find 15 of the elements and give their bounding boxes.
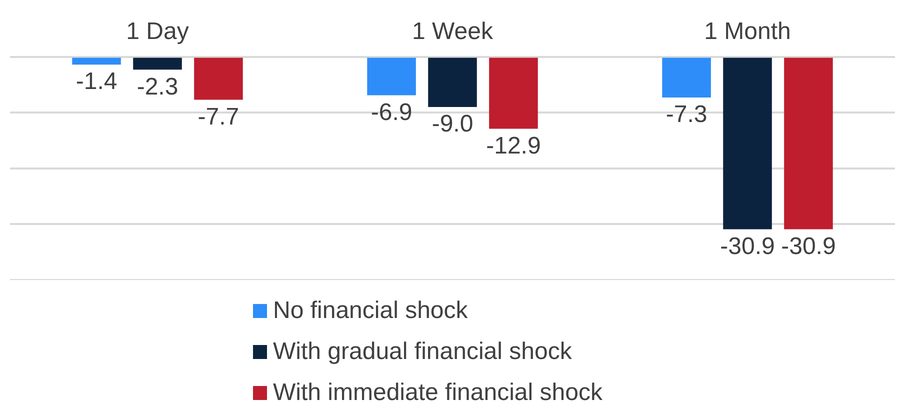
data-label: -30.9 (781, 232, 836, 260)
data-label: -7.3 (666, 101, 708, 128)
data-label: -2.3 (136, 73, 178, 100)
x-tick-label: 1 Month (704, 18, 791, 46)
legend-label: With gradual financial shock (273, 338, 572, 366)
data-label: -1.4 (76, 68, 118, 96)
legend-label: With immediate financial shock (273, 378, 602, 406)
data-label: -9.0 (432, 110, 474, 138)
data-label: -30.9 (720, 232, 775, 260)
x-tick-label: 1 Day (126, 18, 189, 46)
data-label: -12.9 (486, 132, 541, 160)
x-tick-label: 1 Week (412, 18, 494, 46)
legend-label: No financial shock (273, 296, 468, 324)
data-label: -6.9 (370, 98, 412, 126)
data-label: -7.7 (198, 103, 240, 130)
